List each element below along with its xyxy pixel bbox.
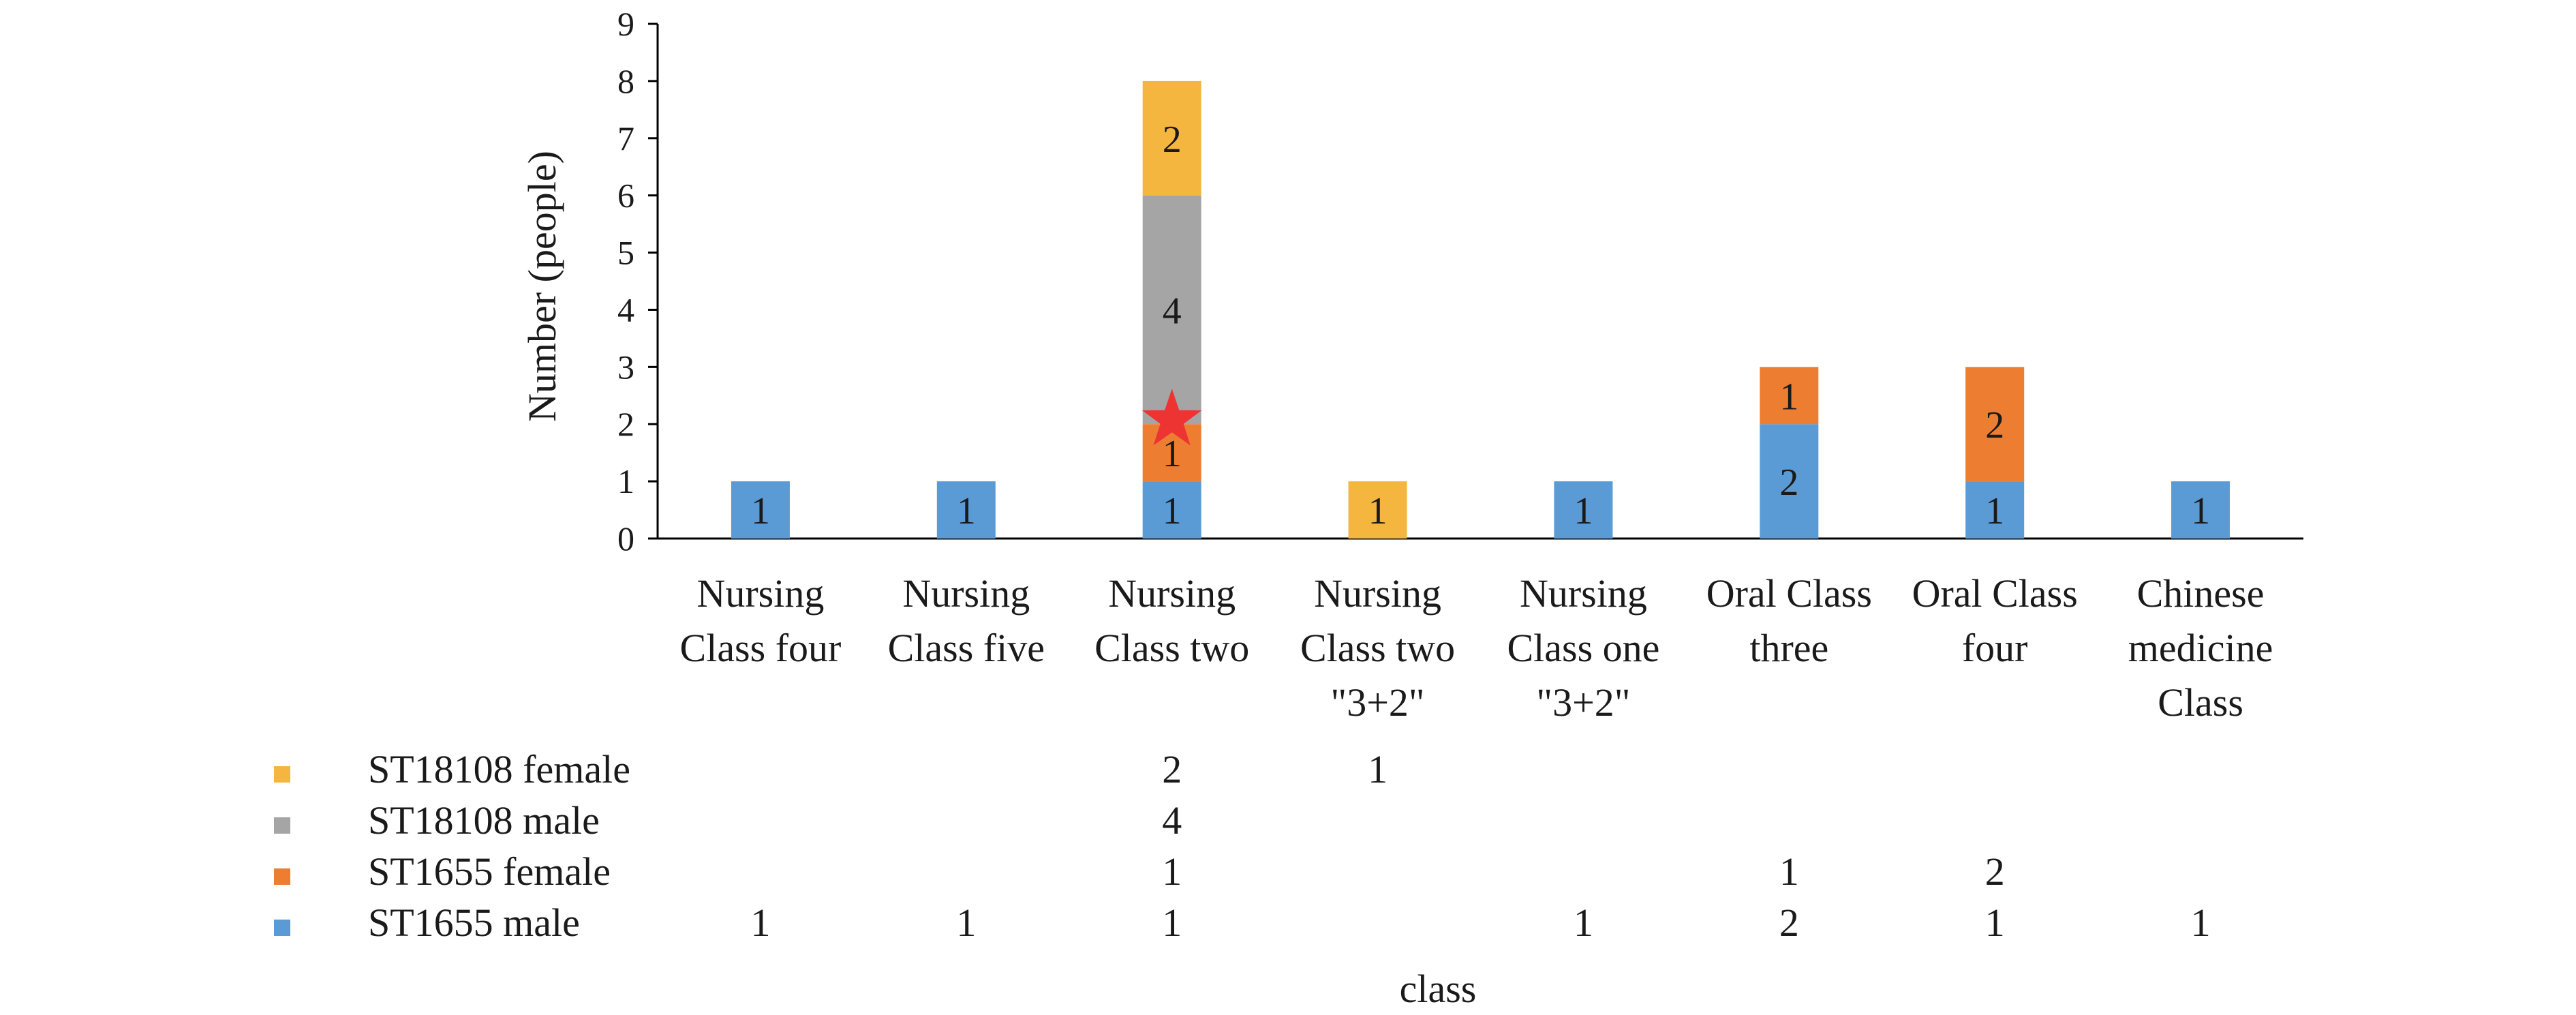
bar-segment bbox=[1965, 481, 2025, 539]
bar-value-label: 1 bbox=[1163, 490, 1182, 532]
x-axis-title: class bbox=[1400, 967, 1477, 1011]
bar-value-label: 2 bbox=[1779, 461, 1798, 504]
legend-series-name: ST18108 female bbox=[368, 747, 630, 791]
y-tick-label: 9 bbox=[617, 5, 634, 43]
bar-segment bbox=[2171, 481, 2230, 539]
bar-value-label: 1 bbox=[1368, 490, 1387, 532]
bar-segment bbox=[731, 481, 790, 539]
category-label: Nursing Class one "3+2" bbox=[1507, 571, 1659, 725]
bar-value-label: 1 bbox=[1985, 490, 2004, 532]
bar-segment bbox=[1348, 481, 1407, 539]
y-tick-label: 3 bbox=[617, 348, 634, 386]
category-label: Nursing Class two bbox=[1094, 571, 1249, 670]
legend-swatch bbox=[274, 766, 290, 783]
bar-value-label: 2 bbox=[1985, 404, 2004, 446]
bar-value-label: 1 bbox=[1163, 433, 1182, 475]
y-tick-label: 6 bbox=[617, 177, 634, 215]
bar-segment bbox=[1142, 481, 1201, 539]
table-cell-value: 1 bbox=[956, 900, 976, 945]
y-tick-label: 5 bbox=[617, 234, 634, 272]
y-axis-title: Number (people) bbox=[520, 151, 564, 422]
legend-swatch bbox=[274, 920, 290, 936]
bar-segment bbox=[1965, 367, 2025, 482]
bar-segment bbox=[1760, 424, 1819, 539]
bar-value-label: 1 bbox=[1779, 376, 1798, 418]
bar-value-label: 1 bbox=[957, 490, 976, 532]
bar-segment bbox=[1554, 481, 1613, 539]
legend-series-name: ST1655 female bbox=[368, 849, 611, 894]
bar-segment bbox=[1142, 195, 1201, 425]
axes: 0 1 2 3 4 5 6 7 8 9 bbox=[617, 5, 2303, 558]
legend-swatch bbox=[274, 868, 290, 885]
bar-value-label: 1 bbox=[1574, 490, 1593, 532]
table-cell-value: 1 bbox=[1368, 747, 1387, 791]
legend-series-name: ST1655 male bbox=[368, 900, 580, 945]
table-cell-value: 1 bbox=[1162, 849, 1182, 894]
table-cell-value: 2 bbox=[1985, 849, 2005, 894]
y-tick-label: 1 bbox=[617, 462, 634, 500]
table-cell-value: 1 bbox=[1779, 849, 1799, 894]
legend-swatch bbox=[274, 817, 290, 834]
table-cell-value: 1 bbox=[2191, 900, 2211, 945]
legend-series-name: ST18108 male bbox=[368, 798, 600, 843]
bar-segment bbox=[1142, 424, 1201, 482]
star-marker bbox=[1141, 389, 1202, 446]
table-cell-value: 2 bbox=[1162, 747, 1182, 791]
bar-value-label: 4 bbox=[1163, 290, 1182, 332]
table-cell-value: 2 bbox=[1779, 900, 1799, 945]
y-tick-label: 4 bbox=[617, 290, 634, 329]
bar-segment bbox=[1142, 80, 1201, 196]
table-cell-value: 1 bbox=[1985, 900, 2005, 945]
table-cell-value: 4 bbox=[1162, 798, 1182, 843]
y-tick-label: 0 bbox=[617, 519, 634, 558]
category-label: Nursing Class four bbox=[680, 571, 842, 670]
category-labels: Nursing Class four Nursing Class five Nursin… bbox=[680, 571, 2273, 725]
category-label: Nursing Class two "3+2" bbox=[1300, 571, 1455, 725]
table-cell-value: 1 bbox=[750, 900, 770, 945]
category-label: Oral Class three bbox=[1706, 571, 1872, 670]
category-label: Nursing Class five bbox=[888, 571, 1045, 670]
bar-segment bbox=[1760, 367, 1819, 425]
y-tick-label: 8 bbox=[617, 62, 634, 100]
table-cell-value: 1 bbox=[1574, 900, 1593, 945]
y-tick-label: 7 bbox=[617, 119, 634, 157]
data-table: ST18108 female 2 1 ST18108 male 4 ST1655 fema… bbox=[274, 747, 2211, 945]
category-label: Chinese medicine Class bbox=[2128, 571, 2273, 725]
bar-value-label: 1 bbox=[751, 490, 770, 532]
bar-value-label: 1 bbox=[2191, 490, 2210, 532]
bar-segment bbox=[936, 481, 996, 539]
category-label: Oral Class four bbox=[1912, 571, 2078, 670]
bar-value-label: 2 bbox=[1163, 119, 1182, 161]
bars bbox=[731, 80, 2230, 539]
table-cell-value: 1 bbox=[1162, 900, 1182, 945]
data-labels: 1 1 1 1 4 2 1 1 2 1 1 2 1 bbox=[751, 119, 2210, 532]
y-tick-label: 2 bbox=[617, 405, 634, 443]
